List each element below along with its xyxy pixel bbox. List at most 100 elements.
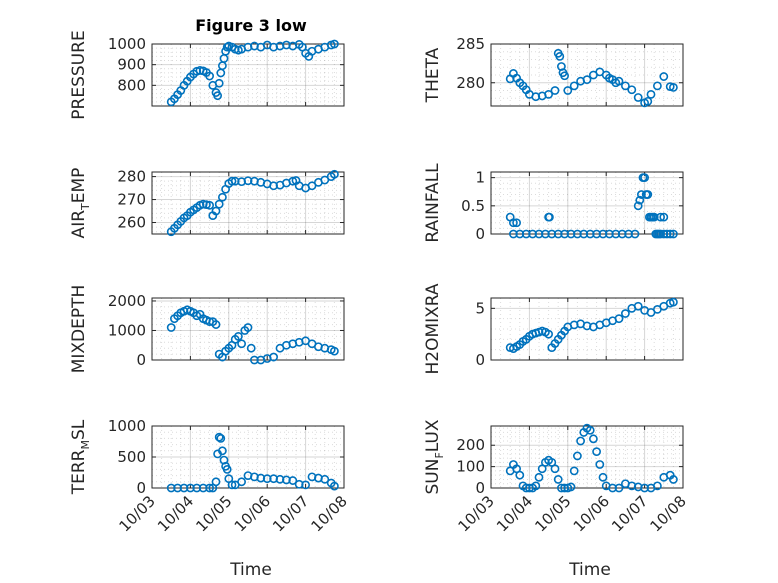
y-tick-label: 500 — [117, 448, 146, 466]
data-point — [624, 229, 633, 239]
data-point — [550, 86, 560, 95]
data-point — [227, 176, 237, 186]
data-point — [320, 175, 330, 185]
y-tick-label: 270 — [117, 191, 146, 209]
data-point — [635, 195, 645, 205]
data-point — [566, 229, 576, 239]
data-point — [608, 483, 617, 493]
data-point — [515, 470, 525, 480]
y-tick-label: 1000 — [108, 35, 146, 53]
data-point — [227, 480, 237, 490]
data-point — [512, 218, 521, 228]
data-point — [621, 309, 630, 318]
data-point — [614, 314, 624, 324]
data-point — [630, 229, 640, 239]
y-axis-label: H2OMIXRA — [423, 283, 443, 374]
data-point — [541, 229, 550, 239]
data-point — [569, 81, 579, 91]
plot-area — [151, 425, 345, 489]
data-point — [550, 464, 560, 474]
data-point — [576, 436, 585, 446]
y-tick-label: 0 — [475, 351, 485, 369]
data-point — [528, 229, 537, 239]
data-point — [216, 433, 226, 443]
data-point — [649, 212, 659, 222]
data-point — [643, 190, 653, 199]
data-point — [637, 190, 646, 199]
data-point — [560, 71, 569, 81]
data-point — [573, 451, 582, 461]
y-tick-label: 900 — [117, 56, 146, 74]
data-point — [262, 474, 272, 484]
data-point — [217, 192, 227, 202]
y-tick-label: 100 — [456, 458, 485, 476]
y-tick-label: 285 — [456, 35, 485, 53]
data-point — [211, 206, 221, 216]
data-point — [214, 78, 224, 88]
y-axis-label-part: LUX — [423, 419, 443, 452]
y-axis-label-subscript: F — [433, 452, 446, 458]
data-point — [659, 72, 669, 81]
y-axis-label-part: EMP — [69, 168, 89, 204]
data-point — [669, 229, 678, 239]
y-tick-label: 0 — [136, 479, 146, 497]
y-tick-label: 2000 — [108, 292, 146, 310]
data-point — [598, 472, 608, 482]
data-point — [656, 212, 665, 222]
data-point — [205, 200, 214, 210]
y-tick-label: 200 — [456, 436, 485, 454]
y-axis-label-part: MIXDEPTH — [69, 285, 89, 374]
data-point — [509, 218, 518, 228]
y-tick-label: 0 — [475, 225, 485, 243]
y-axis-label-subscript: T — [79, 203, 92, 211]
data-point — [582, 75, 592, 85]
data-point — [595, 460, 605, 469]
y-axis-label-part: SUN — [423, 459, 443, 495]
data-point — [633, 301, 643, 311]
data-point — [329, 39, 339, 49]
y-tick-label: 0 — [136, 351, 146, 369]
y-tick-label: 280 — [117, 168, 146, 186]
y-axis-label-part: THETA — [423, 47, 443, 103]
data-point — [329, 169, 339, 179]
data-point — [605, 229, 614, 239]
data-point — [521, 483, 531, 493]
data-point — [544, 329, 553, 339]
y-tick-label: 0.5 — [461, 197, 485, 215]
data-point — [553, 475, 563, 484]
data-point — [669, 83, 678, 92]
data-point — [166, 323, 176, 332]
data-point — [646, 89, 656, 99]
y-tick-label: 1000 — [108, 417, 146, 435]
x-axis-label: Time — [568, 560, 611, 580]
data-point — [237, 339, 246, 349]
data-point — [557, 483, 566, 493]
y-axis-label-part: H2OMIXRA — [423, 283, 443, 374]
data-point — [640, 173, 649, 183]
panel-rainfall: 0 0.5 1 RAINFALL — [423, 163, 684, 243]
data-point — [592, 229, 601, 239]
panel-theta: 280 285 THETA — [423, 35, 684, 108]
data-point — [617, 229, 627, 239]
y-axis-label: TERRMSL — [69, 419, 92, 495]
data-point — [205, 483, 214, 493]
y-axis-label-part: AIR — [69, 210, 89, 239]
y-axis-label: MIXDEPTH — [69, 285, 89, 374]
y-axis-label: RAINFALL — [423, 163, 443, 243]
data-point — [211, 477, 221, 487]
data-point — [329, 481, 339, 491]
data-point — [214, 432, 224, 442]
figure-title: Figure 3 low — [195, 16, 307, 35]
data-point — [329, 346, 339, 356]
y-axis-label-part: RAINFALL — [423, 163, 443, 243]
data-point — [640, 483, 649, 493]
y-axis-label: SUNFLUX — [423, 419, 446, 494]
data-point — [243, 323, 253, 332]
y-axis-label-subscript: M — [79, 440, 92, 450]
data-point — [585, 425, 595, 435]
data-point — [515, 229, 525, 239]
plot-area — [490, 43, 684, 107]
data-point — [555, 52, 565, 61]
data-point — [659, 212, 669, 222]
